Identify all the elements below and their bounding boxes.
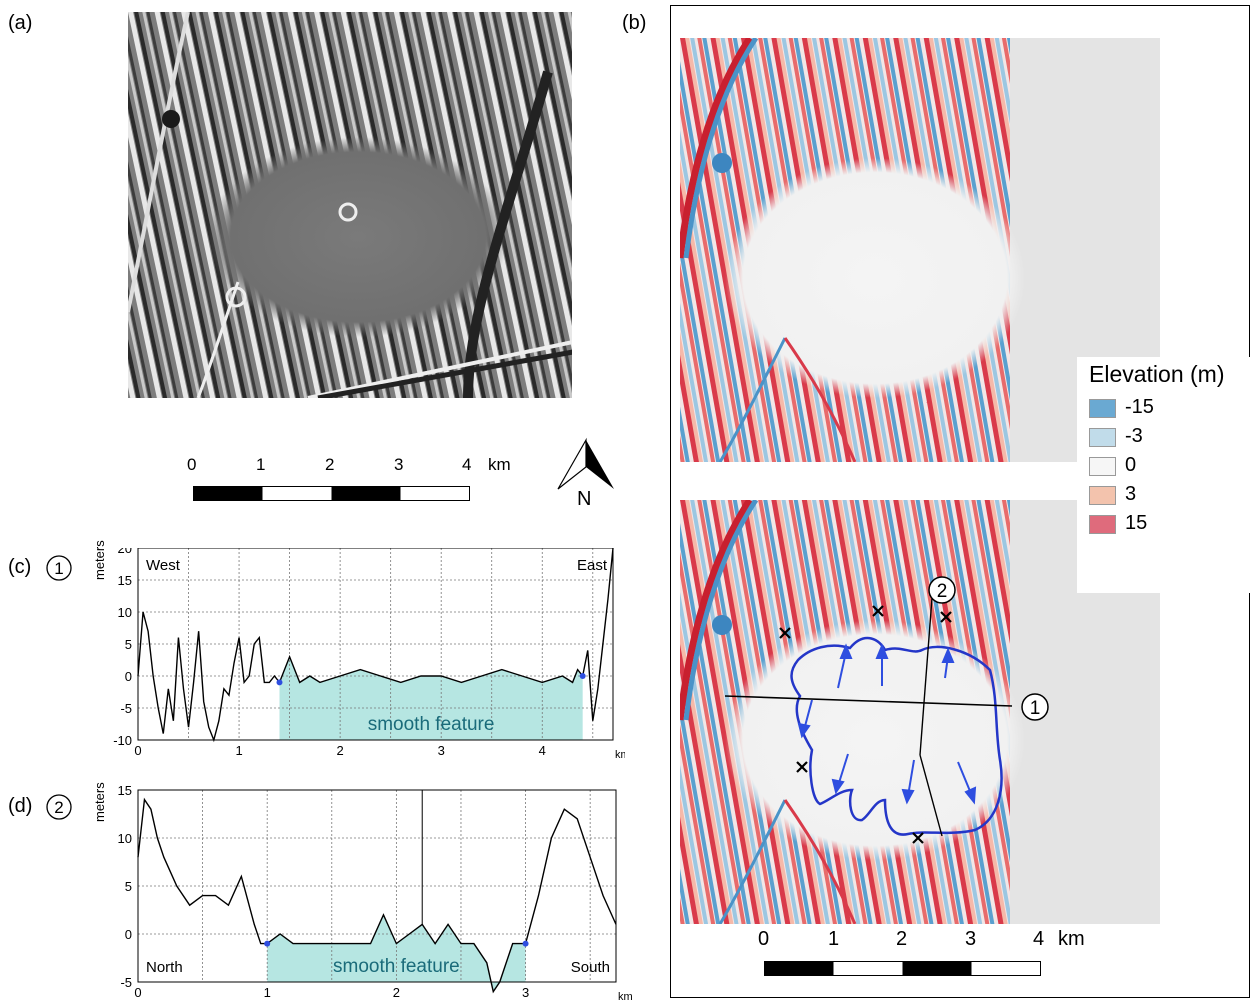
y-tick-label: 10	[118, 605, 132, 620]
profile-marker-2: 2	[937, 581, 948, 602]
direction-label-left: North	[146, 959, 183, 976]
scale-a-unit: km	[488, 455, 511, 474]
grayscale-surface-image	[128, 12, 572, 398]
y-tick-label: 20	[118, 548, 132, 556]
y-tick-label: 0	[125, 669, 132, 684]
north-label: N	[577, 488, 592, 510]
feature-endpoint	[276, 679, 283, 686]
scale-b-tick-4: 4	[1033, 928, 1045, 950]
x-tick-label: 3	[522, 985, 529, 1000]
circle-marker-c: 1	[46, 555, 72, 581]
scale-b-unit: km	[1058, 928, 1085, 950]
y-tick-label: 0	[125, 927, 132, 942]
y-tick-label: 5	[125, 637, 132, 652]
legend-swatch	[1089, 515, 1116, 534]
x-tick-label: 1	[235, 743, 242, 758]
x-tick-label: 4	[539, 743, 546, 758]
direction-label-left: West	[146, 557, 181, 574]
x-markers	[779, 605, 952, 844]
circle-marker-d: 2	[46, 794, 72, 820]
y-tick-label: 15	[118, 785, 132, 798]
y-tick-label: -5	[120, 975, 132, 990]
legend-swatch	[1089, 399, 1116, 418]
elevation-map-top	[680, 38, 1160, 462]
smooth-feature-fill	[279, 656, 583, 740]
scale-a-tick-3: 3	[394, 455, 404, 474]
y-tick-label: 10	[118, 831, 132, 846]
scale-a-tick-2: 2	[325, 455, 335, 474]
smooth-feature-label: smooth feature	[333, 956, 460, 977]
scale-bar-b	[764, 961, 1041, 976]
smooth-feature-fill	[267, 914, 526, 992]
flow-arrows	[797, 643, 977, 805]
x-tick-label: 3	[438, 743, 445, 758]
elevation-legend: Elevation (m) -15 -3 0 3 15	[1077, 357, 1252, 593]
feature-endpoint	[522, 940, 529, 947]
x-axis-unit: km	[615, 749, 625, 761]
panel-d-label: (d)	[8, 795, 33, 817]
panel-c-label: (c)	[8, 556, 32, 578]
svg-text:1: 1	[54, 559, 63, 578]
scale-bar-a	[193, 486, 470, 501]
north-arrow-icon	[557, 437, 614, 490]
y-tick-label: 5	[125, 879, 132, 894]
scale-b-tick-1: 1	[828, 928, 840, 950]
legend-label: 0	[1125, 454, 1137, 476]
y-tick-label: -5	[120, 701, 132, 716]
scale-b-tick-0: 0	[758, 928, 770, 950]
smooth-feature-outline	[790, 636, 1003, 836]
svg-text:2: 2	[54, 798, 63, 817]
panel-b-label: (b)	[622, 12, 647, 34]
smooth-feature-label: smooth feature	[368, 714, 495, 735]
x-tick-label: 1	[264, 985, 271, 1000]
direction-label-right: East	[577, 557, 608, 574]
plot-frame	[137, 789, 617, 983]
panel-a-label: (a)	[8, 12, 33, 34]
x-tick-label: 0	[134, 743, 141, 758]
legend-label: -3	[1125, 425, 1143, 447]
scale-b-tick-3: 3	[965, 928, 977, 950]
scale-b-tick-2: 2	[896, 928, 908, 950]
y-tick-label: -10	[113, 733, 132, 748]
scale-a-tick-1: 1	[256, 455, 266, 474]
legend-label: 15	[1125, 512, 1148, 534]
legend-swatch	[1089, 486, 1116, 505]
legend-label: 3	[1125, 483, 1137, 505]
legend-swatch	[1089, 457, 1116, 476]
feature-endpoint	[264, 940, 271, 947]
plot-frame	[137, 548, 614, 741]
legend-title: Elevation (m)	[1089, 361, 1225, 387]
y-tick-label: 15	[118, 573, 132, 588]
scale-a-tick-0: 0	[187, 455, 197, 474]
x-axis-unit: km	[618, 991, 633, 1003]
scale-a-tick-4: 4	[462, 455, 472, 474]
legend-label: -15	[1125, 396, 1154, 418]
direction-label-right: South	[571, 959, 610, 976]
legend-swatch	[1089, 428, 1116, 447]
feature-endpoint	[579, 673, 586, 679]
elevation-map-bottom: 2 1	[680, 500, 1160, 924]
profile-line	[137, 548, 614, 743]
profile-line	[137, 797, 617, 994]
profile-marker-1: 1	[1030, 698, 1041, 719]
x-tick-label: 2	[337, 743, 344, 758]
x-tick-label: 2	[393, 985, 400, 1000]
x-tick-label: 0	[134, 985, 141, 1000]
